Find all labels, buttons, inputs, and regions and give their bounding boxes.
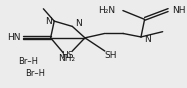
Text: NH: NH	[172, 6, 185, 15]
Text: N: N	[75, 19, 82, 28]
Text: SH: SH	[104, 51, 117, 60]
Text: NH₂: NH₂	[58, 54, 75, 63]
Text: HN: HN	[7, 33, 20, 42]
Text: HS: HS	[61, 51, 73, 60]
Text: Br–H: Br–H	[25, 69, 45, 78]
Text: N: N	[144, 35, 151, 44]
Text: H₂N: H₂N	[99, 6, 116, 15]
Text: N: N	[45, 17, 51, 26]
Text: Br–H: Br–H	[18, 57, 38, 66]
